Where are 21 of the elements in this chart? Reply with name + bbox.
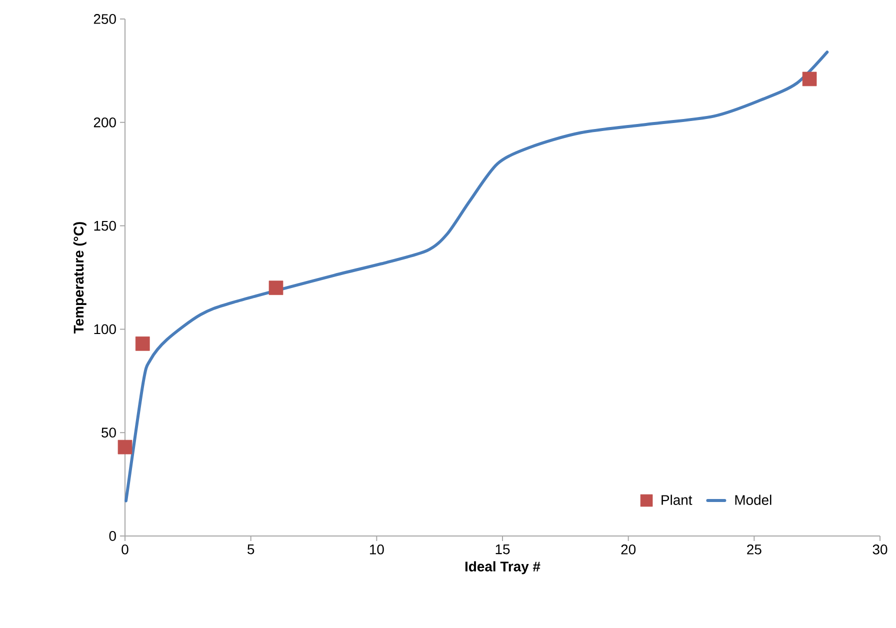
y-tick-label: 50 <box>102 428 116 438</box>
x-tick-label: 0 <box>122 544 128 554</box>
x-tick-label: 20 <box>621 544 636 554</box>
point <box>268 280 284 296</box>
point <box>135 336 150 351</box>
y-tick-label: 250 <box>94 14 116 24</box>
legend-label: Model <box>735 494 772 505</box>
x-tick-label: 10 <box>370 544 384 554</box>
x-tick-label: 5 <box>248 544 254 554</box>
x-tick-label: 15 <box>496 544 510 554</box>
x-tick-label: 25 <box>747 544 762 554</box>
y-tick-label: 200 <box>94 117 116 128</box>
point <box>802 72 817 86</box>
point <box>118 440 132 454</box>
y-axis-title: Temperature (°C) <box>73 222 86 334</box>
x-axis-title: Ideal Tray # <box>465 561 540 574</box>
legend-label: Plant <box>662 494 692 505</box>
x-tick-label: 30 <box>872 544 888 554</box>
y-tick-label: 100 <box>94 324 116 334</box>
y-tick-label: 150 <box>94 220 116 231</box>
y-tick-label: 0 <box>109 531 116 541</box>
